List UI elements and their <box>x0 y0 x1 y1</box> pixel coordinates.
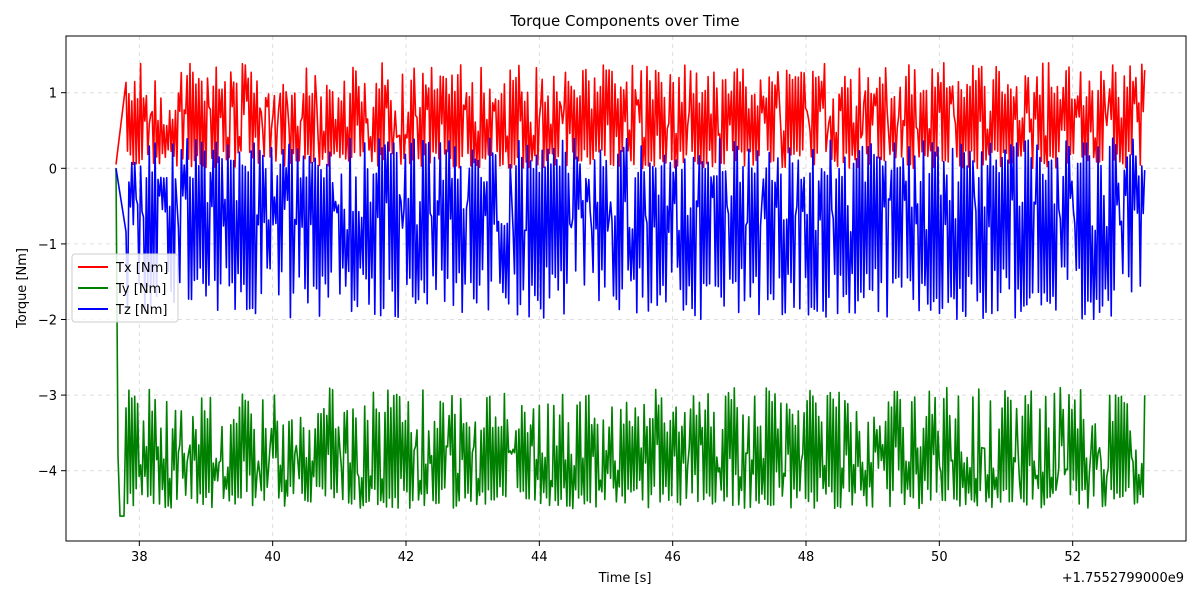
x-tick-label: 46 <box>664 550 681 565</box>
y-tick-label: −3 <box>38 389 57 404</box>
series-layer <box>115 62 1146 517</box>
legend-box <box>71 253 179 323</box>
y-tick-label: −1 <box>38 238 57 253</box>
legend: Tx [Nm] Ty [Nm] Tz [Nm] <box>71 253 179 323</box>
legend-label-ty: Ty [Nm] <box>115 282 166 297</box>
y-axis-label: Torque [Nm] <box>15 248 30 329</box>
y-tick-label: 0 <box>49 162 57 177</box>
x-tick-label: 52 <box>1064 550 1081 565</box>
series-line-ty <box>115 168 1146 517</box>
x-tick-label: 48 <box>798 550 815 565</box>
plot-frame <box>65 35 1187 542</box>
y-tick-label: −2 <box>38 313 57 328</box>
series-line-tx <box>115 62 1146 170</box>
x-tick-label: 42 <box>398 550 415 565</box>
x-axis-label: Time [s] <box>598 571 652 586</box>
y-tick-label: 1 <box>49 87 57 102</box>
x-offset-label: +1.7552799000e9 <box>1062 571 1184 586</box>
x-tick-label: 50 <box>931 550 948 565</box>
y-tick-label: −4 <box>38 465 57 480</box>
x-tick-label: 38 <box>131 550 148 565</box>
legend-label-tz: Tz [Nm] <box>115 303 167 318</box>
chart-title: Torque Components over Time <box>509 12 739 30</box>
legend-label-tx: Tx [Nm] <box>115 261 168 276</box>
series-line-tz <box>115 137 1146 321</box>
x-ticks: 38 40 42 44 46 48 50 52 <box>131 541 1081 565</box>
x-tick-label: 44 <box>531 550 548 565</box>
x-tick-label: 40 <box>264 550 281 565</box>
y-ticks: 1 0 −1 −2 −3 −4 <box>38 87 66 480</box>
